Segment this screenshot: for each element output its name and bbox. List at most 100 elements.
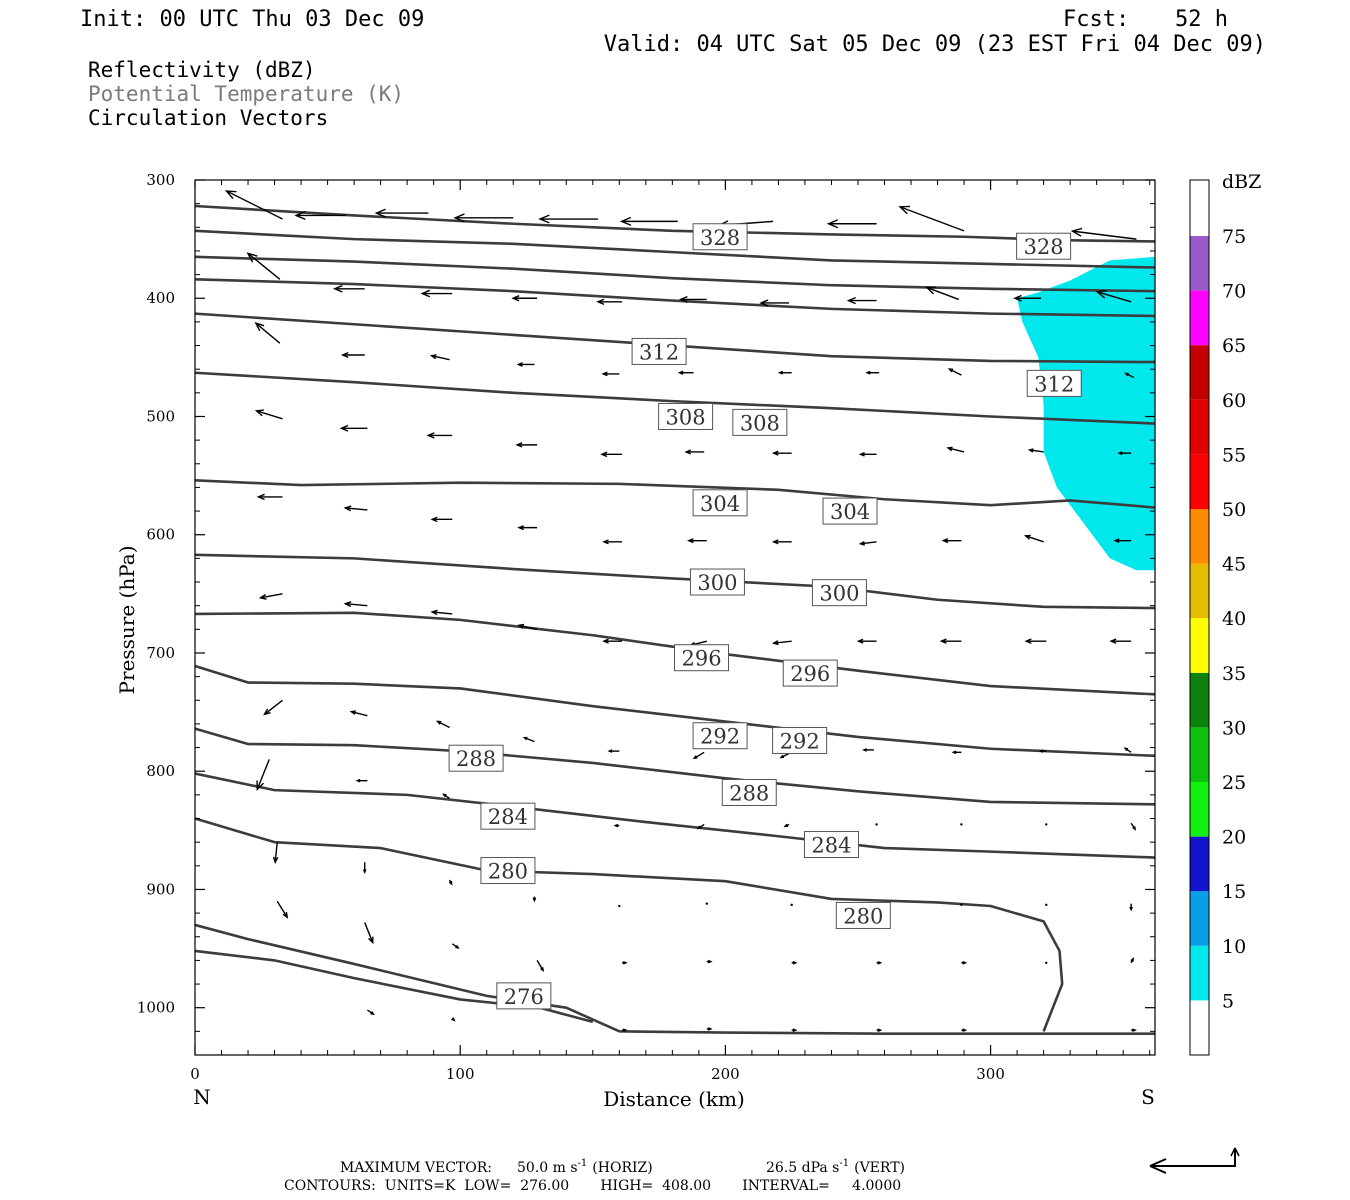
circulation-vector	[858, 540, 877, 546]
colorbar-frame	[1189, 179, 1210, 1056]
circulation-vector	[607, 749, 620, 753]
colorbar-label: 30	[1222, 717, 1246, 739]
svg-text:312: 312	[639, 340, 679, 364]
circulation-vector	[1038, 749, 1047, 753]
svg-text:308: 308	[666, 405, 706, 429]
colorbar-label: 40	[1222, 608, 1246, 630]
colorbar-label: 10	[1222, 936, 1246, 958]
circulation-vector	[511, 295, 538, 302]
circulation-vector	[429, 354, 450, 361]
circulation-vector	[618, 904, 621, 908]
contour-label: 328	[692, 223, 748, 251]
circulation-vector	[1023, 534, 1044, 543]
circulation-vector	[1070, 227, 1137, 240]
plot-frame	[194, 179, 1156, 1056]
theta-contour-284	[194, 817, 1064, 1032]
circulation-vector	[696, 823, 705, 830]
svg-text:280: 280	[488, 860, 528, 884]
circulation-vector	[679, 295, 707, 303]
contour-label: 288	[448, 744, 504, 772]
circulation-vector	[362, 862, 367, 875]
circulation-vector	[791, 960, 798, 965]
circulation-vector	[246, 252, 281, 280]
circulation-vector	[961, 960, 968, 965]
circulation-vector	[875, 823, 878, 826]
circulation-vector	[1045, 903, 1048, 907]
contour-label: 304	[692, 489, 748, 517]
svg-text:288: 288	[456, 747, 496, 771]
theta-contour-308	[194, 479, 1156, 509]
circulation-vector	[366, 1009, 375, 1016]
circulation-vector	[939, 638, 962, 644]
circulation-vector	[451, 943, 460, 949]
colorbar-segment	[1190, 945, 1209, 1001]
theta-contour-300	[194, 611, 1156, 696]
theta-contour-276	[194, 949, 594, 1024]
x-axis-title: Distance (km)	[603, 1087, 745, 1111]
circulation-vector	[759, 299, 790, 307]
circulation-vector	[791, 1028, 798, 1032]
south-label: S	[1141, 1085, 1155, 1109]
circulation-vector	[339, 424, 368, 432]
x-tick-label: 0	[190, 1065, 200, 1083]
colorbar-segment	[1190, 891, 1209, 946]
colorbar-segment	[1190, 836, 1209, 892]
init-time: Init: 00 UTC Thu 03 Dec 09	[80, 7, 424, 32]
colorbar-label: 60	[1222, 390, 1246, 412]
contour-label: 284	[803, 831, 859, 859]
reference-vector	[1149, 1147, 1240, 1174]
circulation-vector	[858, 451, 877, 457]
circulation-vector	[687, 538, 707, 544]
circulation-vector	[619, 216, 678, 226]
reflectivity-layer	[1017, 256, 1155, 571]
circulation-vector	[961, 1028, 968, 1032]
circulation-vector	[294, 210, 347, 221]
circulation-vector	[430, 609, 453, 616]
colorbar-label: 20	[1222, 827, 1246, 849]
theta-contour-324	[194, 255, 1156, 293]
circulation-vector	[1129, 903, 1133, 912]
circulation-vector	[263, 699, 283, 716]
svg-text:284: 284	[811, 834, 851, 858]
colorbar-segment	[1190, 399, 1209, 455]
circulation-vector	[343, 505, 368, 512]
circulation-vector	[600, 451, 622, 458]
y-axis-title: Pressure (hPa)	[115, 546, 139, 695]
svg-text:296: 296	[681, 647, 721, 671]
circulation-vector	[1130, 822, 1137, 831]
circulation-vector	[706, 959, 713, 964]
contour-label: 312	[631, 337, 687, 365]
y-tick-label: 600	[146, 526, 175, 544]
circulation-vector	[876, 960, 883, 965]
circulation-vector	[374, 208, 429, 218]
y-tick-label: 900	[146, 880, 175, 898]
colorbar-label: 45	[1222, 554, 1246, 576]
colorbar-segment	[1190, 345, 1209, 400]
contour-info: CONTOURS: UNITS=K LOW= 276.00 HIGH= 408.…	[284, 1178, 901, 1194]
circulation-vector	[254, 409, 283, 420]
circulation-vector	[602, 539, 622, 545]
circulation-vector	[621, 1028, 628, 1032]
svg-text:276: 276	[504, 985, 544, 1009]
circulation-vector	[1013, 294, 1041, 302]
x-tick-label: 300	[976, 1065, 1005, 1083]
circulation-vector	[601, 371, 620, 377]
colorbar-label: 75	[1222, 226, 1246, 248]
y-tick-label: 800	[146, 762, 175, 780]
circulation-vector	[254, 322, 281, 344]
circulation-vector	[925, 286, 960, 301]
circulation-vector	[941, 538, 962, 544]
circulation-vector	[790, 903, 793, 907]
contour-label: 296	[674, 644, 730, 672]
theta-contour-296	[194, 664, 1156, 758]
circulation-vector	[224, 190, 283, 220]
circulation-vector	[442, 793, 450, 799]
circulation-vector	[364, 922, 374, 945]
colorbar-label: 70	[1222, 281, 1246, 303]
circulation-vector	[272, 842, 279, 864]
circulation-vector	[771, 640, 792, 646]
forecast-label: Fcst:	[1063, 7, 1129, 32]
circulation-vector	[783, 823, 790, 828]
circulation-vector	[453, 213, 514, 223]
